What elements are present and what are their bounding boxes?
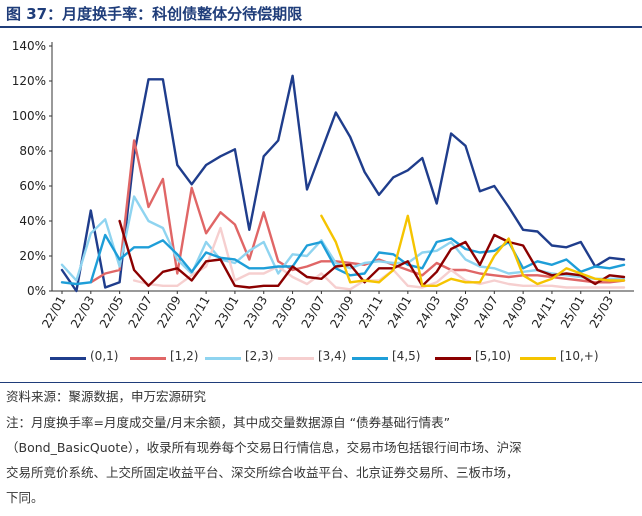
legend-label: [3,4) [318, 349, 347, 363]
x-tick-label: 24/09 [500, 294, 529, 331]
legend-swatch [352, 357, 388, 360]
x-tick-label: 22/01 [39, 294, 68, 331]
series-line-[4,5) [60, 233, 626, 286]
legend-swatch [50, 357, 86, 360]
legend-swatch [435, 357, 471, 360]
x-tick-label: 24/05 [443, 294, 472, 331]
x-tick-label: 24/01 [385, 294, 414, 331]
x-tick-label: 23/07 [299, 294, 328, 331]
x-tick-label: 23/05 [270, 294, 299, 331]
source-text: 资料来源：聚源数据，申万宏源研究 [6, 389, 207, 404]
legend: (0,1) [1,2) [2,3) [3,4) [4,5) [5,10) [10,+) [0, 345, 642, 371]
series-line-[3,4) [132, 226, 626, 291]
x-tick-label: 23/01 [212, 294, 241, 331]
x-tick-label: 25/03 [587, 294, 616, 331]
footer-divider [0, 382, 642, 383]
legend-swatch [520, 357, 556, 360]
x-tick-label: 23/11 [356, 294, 385, 331]
figure-title: 图 37：月度换手率：科创债整体分待偿期限 [6, 5, 303, 23]
x-tick-label: 24/11 [529, 294, 558, 331]
legend-label: [5,10) [475, 349, 512, 363]
x-tick-label: 24/03 [414, 294, 443, 331]
x-tick-label: 22/07 [126, 294, 155, 331]
line-chart: 0%20%40%60%80%100%120%140%22/01 22/03 22/0… [12, 39, 634, 331]
x-tick-label: 22/03 [68, 294, 97, 331]
y-tick-label: 60% [19, 179, 46, 193]
note-text: 注：月度换手率=月度成交量/月末余额，其中成交量数据源自 “债券基础行情表” （… [6, 415, 522, 505]
legend-label: [1,2) [170, 349, 199, 363]
x-tick-label: 22/09 [154, 294, 183, 331]
x-tick-label: 25/01 [558, 294, 587, 331]
y-tick-label: 40% [19, 214, 46, 228]
series-line-[1,2) [89, 139, 626, 284]
y-tick-label: 20% [19, 249, 46, 263]
title-bar: 图 37：月度换手率：科创债整体分待偿期限 [0, 0, 642, 28]
legend-label: [2,3) [245, 349, 274, 363]
y-tick-label: 80% [19, 144, 46, 158]
legend-swatch [278, 357, 314, 360]
legend-swatch [130, 357, 166, 360]
x-tick-label: 22/05 [97, 294, 126, 331]
y-tick-label: 140% [12, 39, 46, 53]
y-tick-label: 0% [27, 284, 46, 298]
series-line-[5,10) [118, 219, 626, 289]
series-line-[10,+) [320, 214, 626, 287]
legend-swatch [205, 357, 241, 360]
x-tick-label: 23/09 [327, 294, 356, 331]
x-tick-label: 23/03 [241, 294, 270, 331]
series-line-[2,3) [60, 195, 626, 282]
x-tick-label: 22/11 [183, 294, 212, 331]
legend-label: [10,+) [560, 349, 599, 363]
legend-label: [4,5) [392, 349, 421, 363]
legend-label: (0,1) [90, 349, 119, 363]
series-line-(0,1) [60, 74, 626, 293]
y-tick-label: 100% [12, 109, 46, 123]
y-tick-label: 120% [12, 74, 46, 88]
x-tick-label: 24/07 [471, 294, 500, 331]
